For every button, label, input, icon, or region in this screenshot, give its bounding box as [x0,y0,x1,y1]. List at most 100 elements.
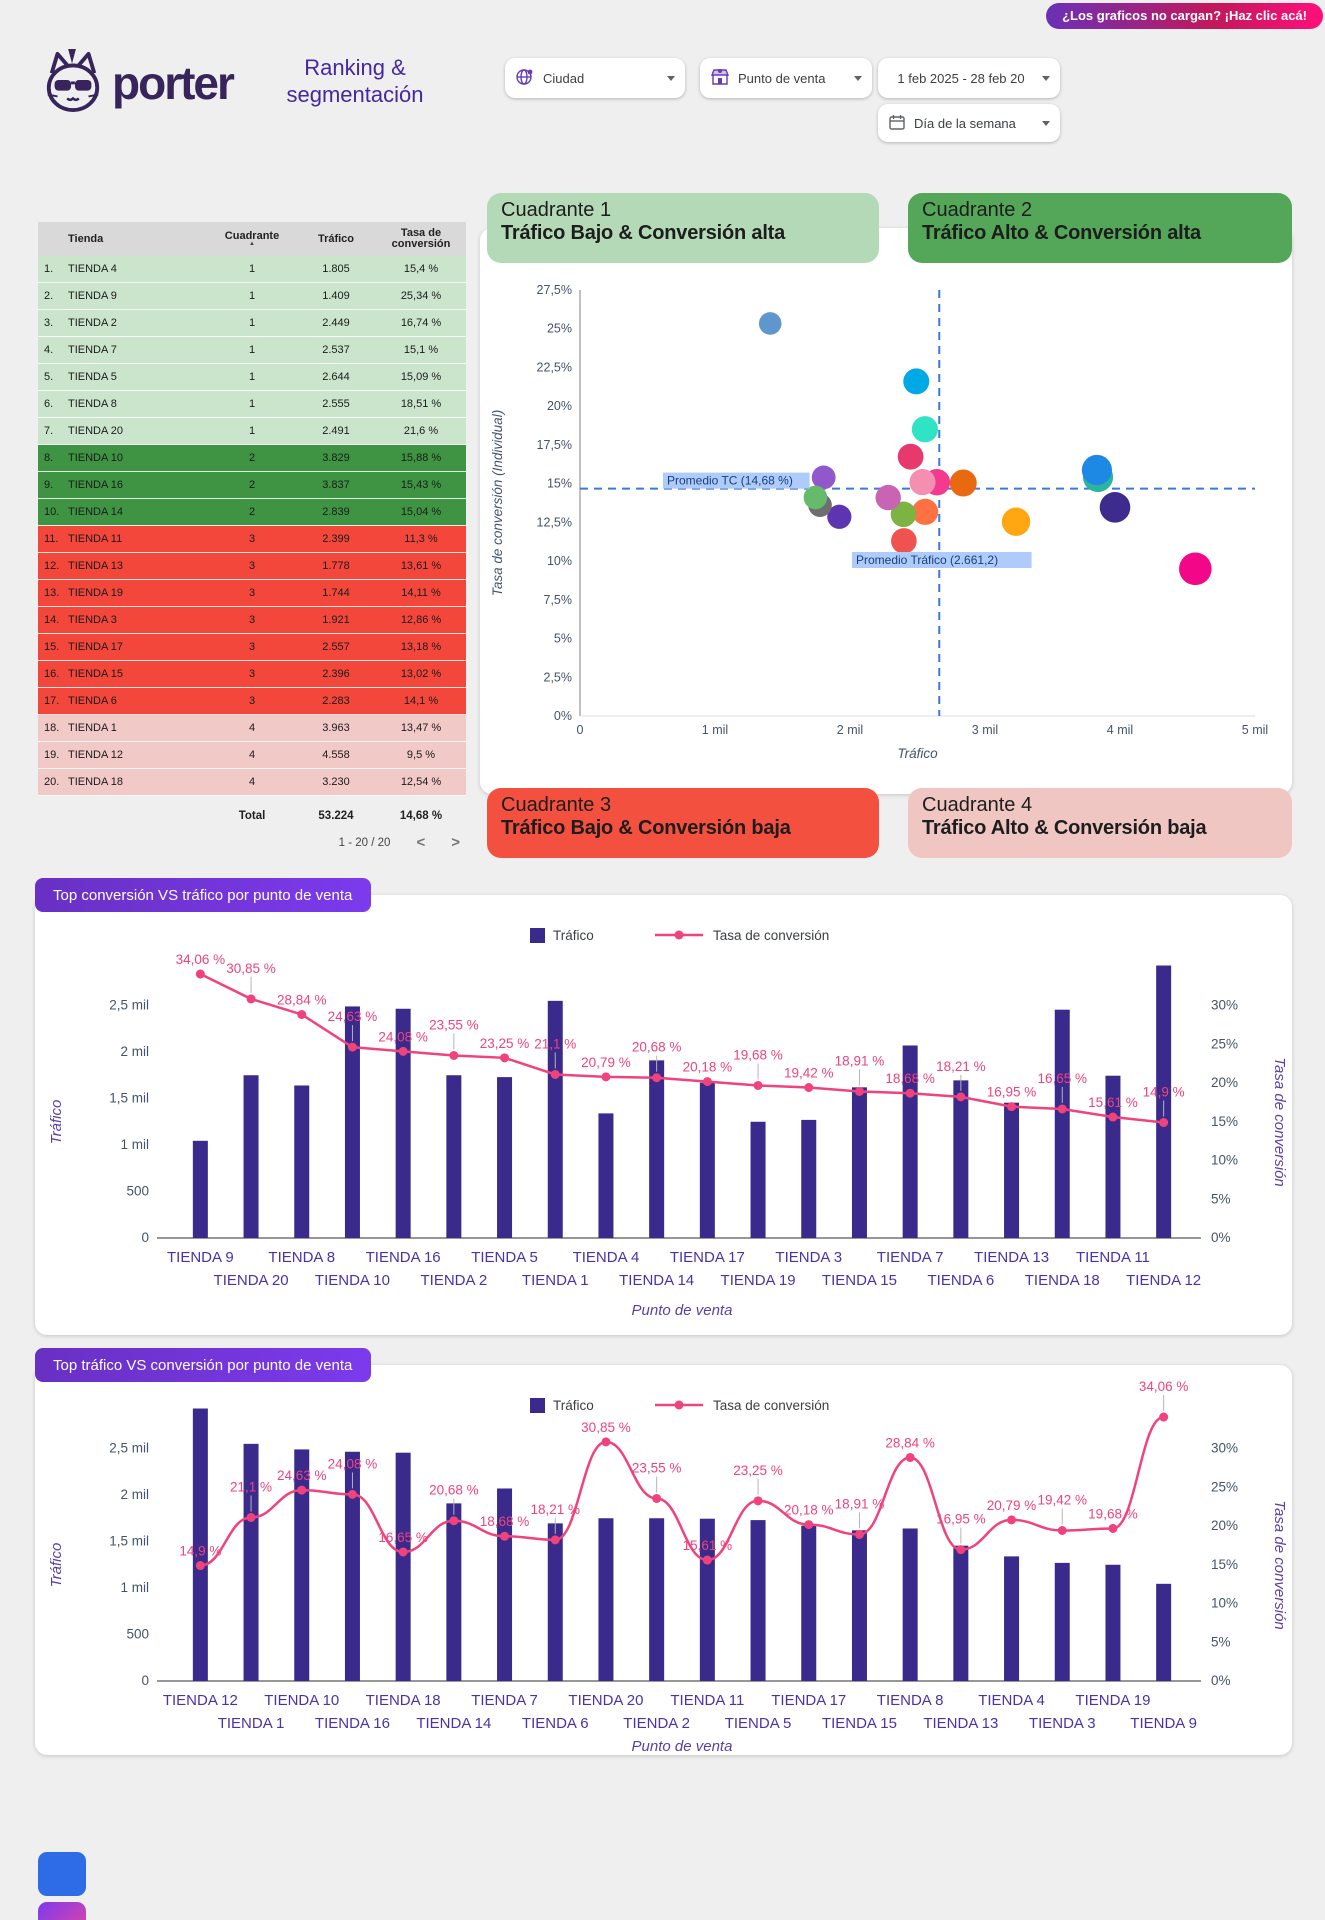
table-row-tienda-17[interactable]: 15. TIENDA 17 3 2.557 13,18 % [38,634,466,661]
table-row-tienda-3[interactable]: 14. TIENDA 3 3 1.921 12,86 % [38,607,466,634]
col-cuadrante[interactable]: Cuadrante ▲ [208,231,296,248]
scatter-point-tienda-18[interactable] [1001,507,1031,536]
table-row-tienda-12[interactable]: 19. TIENDA 12 4 4.558 9,5 % [38,742,466,769]
bar-tienda-15[interactable] [851,1530,867,1681]
bar-tienda-13[interactable] [1004,1102,1020,1238]
footer-shortcut-purple[interactable] [38,1902,86,1920]
table-row-tienda-18[interactable]: 20. TIENDA 18 4 3.230 12,54 % [38,769,466,796]
bar-tienda-1[interactable] [243,1443,259,1681]
bar-tienda-16[interactable] [395,1008,411,1238]
line-point-tienda-3[interactable] [804,1082,814,1092]
bar-tienda-14[interactable] [649,1060,665,1238]
line-point-tienda-3[interactable] [1057,1525,1067,1535]
line-point-tienda-18[interactable] [1057,1104,1067,1114]
bar-tienda-17[interactable] [699,1082,715,1238]
scatter-point-tienda-7[interactable] [909,468,936,496]
scatter-point-tienda-12[interactable] [1179,552,1212,586]
bar-tienda-9[interactable] [1156,1583,1172,1681]
line-point-tienda-9[interactable] [195,969,205,979]
footer-shortcut-blue[interactable] [38,1852,86,1896]
scatter-point-tienda-6[interactable] [875,484,901,511]
scatter-point-tienda-10[interactable] [1081,454,1113,486]
line-point-tienda-8[interactable] [905,1452,915,1462]
line-point-tienda-19[interactable] [1108,1523,1118,1533]
line-point-tienda-13[interactable] [956,1545,966,1555]
scatter-chart[interactable]: 0% 2,5% 5% 7,5% 10% 12,5% 15% 17,5% 20% 22,5% 25% 2… [480,228,1292,794]
scatter-point-tienda-1[interactable] [1099,492,1131,523]
scatter-point-tienda-17[interactable] [912,498,939,525]
line-point-tienda-11[interactable] [1108,1112,1118,1122]
combo-chart-conversion-vs-trafico[interactable]: Tráfico Tasa de conversión 0 500 1 mil 1,5 mi… [35,895,1292,1335]
bar-tienda-18[interactable] [395,1452,411,1681]
line-point-tienda-16[interactable] [347,1489,357,1499]
bar-tienda-15[interactable] [851,1087,867,1238]
charts-help-badge[interactable]: ¿Los graficos no cargan? ¡Haz clic acá! [1046,3,1323,29]
line-point-tienda-17[interactable] [702,1077,712,1087]
line-point-tienda-10[interactable] [297,1485,307,1495]
line-point-tienda-15[interactable] [854,1529,864,1539]
bar-tienda-5[interactable] [497,1077,513,1238]
bar-tienda-8[interactable] [902,1528,918,1681]
filter-dia-semana[interactable]: Día de la semana [878,104,1060,142]
bar-tienda-3[interactable] [801,1119,817,1238]
bar-tienda-6[interactable] [547,1523,563,1681]
table-row-tienda-4[interactable]: 1. TIENDA 4 1 1.805 15,4 % [38,256,466,283]
table-row-tienda-20[interactable]: 7. TIENDA 20 1 2.491 21,6 % [38,418,466,445]
scatter-point-tienda-20[interactable] [903,368,930,395]
table-row-tienda-5[interactable]: 5. TIENDA 5 1 2.644 15,09 % [38,364,466,391]
scatter-point-tienda-8[interactable] [911,416,939,443]
line-point-tienda-4[interactable] [601,1072,611,1082]
bar-tienda-10[interactable] [294,1449,310,1681]
table-row-tienda-7[interactable]: 4. TIENDA 7 1 2.537 15,1 % [38,337,466,364]
table-row-tienda-6[interactable]: 17. TIENDA 6 3 2.283 14,1 % [38,688,466,715]
line-point-tienda-20[interactable] [601,1437,611,1447]
table-row-tienda-19[interactable]: 13. TIENDA 19 3 1.744 14,11 % [38,580,466,607]
line-point-tienda-20[interactable] [246,994,256,1004]
scatter-point-tienda-11[interactable] [891,528,917,554]
bar-tienda-2[interactable] [446,1075,462,1238]
bar-tienda-5[interactable] [750,1520,766,1681]
bar-tienda-20[interactable] [243,1075,259,1238]
bar-tienda-10[interactable] [344,1006,360,1238]
table-row-tienda-13[interactable]: 12. TIENDA 13 3 1.778 13,61 % [38,553,466,580]
line-point-tienda-11[interactable] [702,1555,712,1565]
line-point-tienda-2[interactable] [449,1050,459,1060]
bar-tienda-3[interactable] [1054,1562,1070,1681]
scatter-point-tienda-15[interactable] [890,501,917,528]
col-trafico[interactable]: Tráfico [317,232,355,245]
bar-tienda-20[interactable] [598,1518,614,1681]
line-point-tienda-19[interactable] [753,1080,763,1090]
line-point-tienda-13[interactable] [1007,1102,1017,1112]
line-point-tienda-7[interactable] [500,1531,510,1541]
table-row-tienda-8[interactable]: 6. TIENDA 8 1 2.555 18,51 % [38,391,466,418]
line-point-tienda-16[interactable] [398,1046,408,1056]
filter-fecha[interactable]: 1 feb 2025 - 28 feb 20 [878,58,1060,98]
scatter-point-tienda-2[interactable] [897,443,924,470]
bar-tienda-1[interactable] [547,1000,563,1238]
line-point-tienda-14[interactable] [652,1073,662,1083]
table-row-tienda-11[interactable]: 11. TIENDA 11 3 2.399 11,3 % [38,526,466,553]
bar-tienda-2[interactable] [649,1518,665,1681]
bar-tienda-4[interactable] [598,1113,614,1238]
bar-tienda-19[interactable] [1105,1564,1121,1681]
bar-tienda-6[interactable] [953,1080,969,1238]
line-point-tienda-14[interactable] [449,1516,459,1526]
table-row-tienda-14[interactable]: 10. TIENDA 14 2 2.839 15,04 % [38,499,466,526]
line-point-tienda-12[interactable] [1159,1118,1169,1128]
line-point-tienda-7[interactable] [905,1088,915,1098]
table-row-tienda-10[interactable]: 8. TIENDA 10 2 3.829 15,88 % [38,445,466,472]
line-point-tienda-17[interactable] [804,1520,814,1530]
table-row-tienda-15[interactable]: 16. TIENDA 15 3 2.396 13,02 % [38,661,466,688]
bar-tienda-8[interactable] [294,1085,310,1238]
line-point-tienda-2[interactable] [652,1493,662,1503]
line-point-tienda-5[interactable] [500,1053,510,1063]
bar-tienda-4[interactable] [1004,1556,1020,1681]
line-point-tienda-1[interactable] [550,1069,560,1079]
bar-tienda-13[interactable] [953,1545,969,1681]
col-tienda[interactable]: Tienda [68,233,104,245]
line-point-tienda-6[interactable] [956,1092,966,1102]
bar-tienda-17[interactable] [801,1525,817,1681]
line-point-tienda-9[interactable] [1159,1412,1169,1422]
bar-tienda-12[interactable] [192,1408,208,1681]
table-row-tienda-16[interactable]: 9. TIENDA 16 2 3.837 15,43 % [38,472,466,499]
